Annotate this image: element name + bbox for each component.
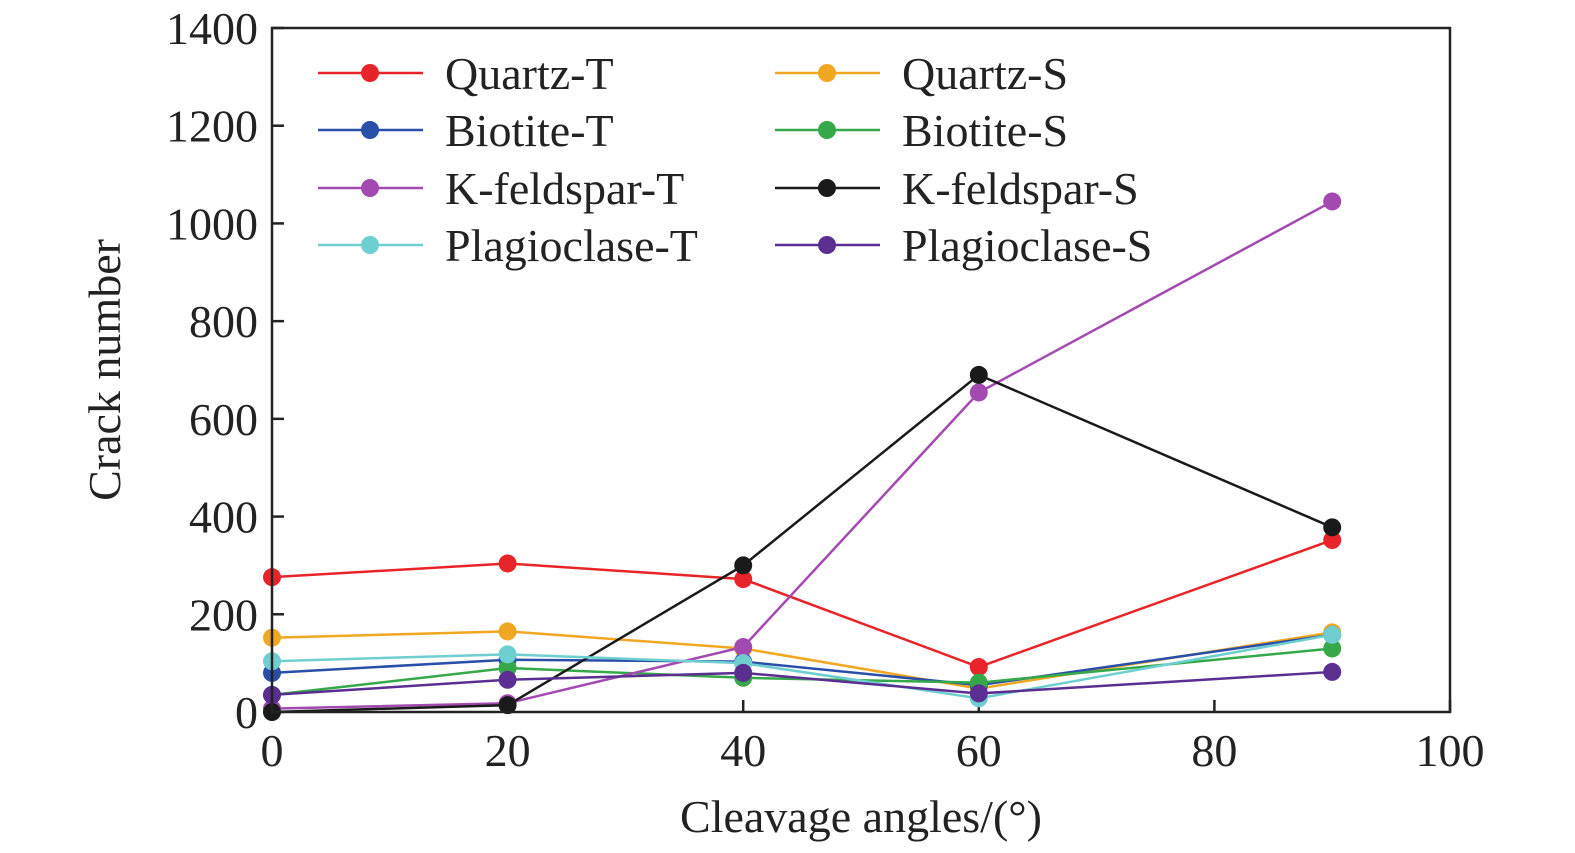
data-point-quartz-s: [498, 622, 517, 641]
series-plagioclase-s: [263, 662, 1342, 704]
data-point-k-feldspar-s: [734, 556, 753, 575]
legend-label: K-feldspar-S: [902, 163, 1139, 214]
data-point-k-feldspar-t: [1323, 192, 1342, 211]
legend-marker: [361, 121, 379, 139]
data-point-plagioclase-s: [498, 670, 517, 689]
data-point-k-feldspar-t: [969, 383, 988, 402]
legend-label: Quartz-S: [902, 48, 1068, 99]
legend-item: Biotite-S: [775, 105, 1068, 156]
x-tick-label: 20: [485, 725, 531, 776]
data-point-plagioclase-t: [1323, 625, 1342, 644]
legend-label: Plagioclase-S: [902, 220, 1152, 271]
legend-label: Plagioclase-T: [445, 220, 698, 271]
legend-item: K-feldspar-T: [318, 163, 684, 214]
x-tick-label: 0: [261, 725, 284, 776]
legend-item: Biotite-T: [318, 105, 614, 156]
legend-label: K-feldspar-T: [445, 163, 684, 214]
legend-item: Plagioclase-T: [318, 220, 698, 271]
legend-item: Quartz-S: [775, 48, 1068, 99]
series-k-feldspar-s: [263, 365, 1342, 721]
y-tick-label: 600: [189, 394, 258, 445]
legend-label: Quartz-T: [445, 48, 614, 99]
legend-marker: [818, 121, 836, 139]
data-point-k-feldspar-s: [1323, 518, 1342, 537]
data-point-plagioclase-s: [734, 663, 753, 682]
legend: Quartz-T Quartz-S Biotite-T Biotite-S K-feld…: [318, 48, 1152, 271]
data-point-quartz-t: [734, 570, 753, 589]
series-quartz-t: [263, 531, 1342, 677]
legend-marker: [361, 236, 379, 254]
x-axis-title: Cleavage angles/(°): [680, 791, 1042, 842]
legend-item: Plagioclase-S: [775, 220, 1152, 271]
data-point-quartz-t: [969, 658, 988, 677]
x-tick-label: 100: [1416, 725, 1485, 776]
legend-marker: [818, 179, 836, 197]
y-tick-label: 400: [189, 492, 258, 543]
series-k-feldspar-t: [263, 192, 1342, 718]
x-tick-label: 80: [1191, 725, 1237, 776]
data-point-biotite-s: [1323, 639, 1342, 658]
legend-marker: [361, 64, 379, 82]
plot-frame: [270, 26, 1452, 714]
data-point-quartz-t: [498, 554, 517, 573]
y-tick-label: 200: [189, 589, 258, 640]
y-tick-label: 1400: [166, 3, 258, 54]
legend-marker: [818, 236, 836, 254]
x-tick-label: 40: [720, 725, 766, 776]
y-tick-label: 0: [235, 687, 258, 738]
legend-label: Biotite-T: [445, 105, 614, 156]
x-tick-label: 60: [956, 725, 1002, 776]
legend-label: Biotite-S: [902, 105, 1068, 156]
y-tick-label: 1000: [166, 198, 258, 249]
legend-marker: [361, 179, 379, 197]
data-point-k-feldspar-t: [734, 638, 753, 657]
y-axis-title: Crack number: [79, 239, 130, 501]
data-point-plagioclase-s: [1323, 662, 1342, 681]
data-point-k-feldspar-s: [498, 696, 517, 715]
series-layer: [263, 192, 1342, 721]
data-point-plagioclase-s: [969, 684, 988, 703]
data-point-plagioclase-t: [498, 645, 517, 664]
data-point-quartz-t: [1323, 531, 1342, 550]
y-tick-label: 800: [189, 296, 258, 347]
series-line-quartz-t: [271, 538, 1333, 669]
series-line-plagioclase-s: [271, 670, 1333, 697]
legend-item: K-feldspar-S: [775, 163, 1139, 214]
legend-marker: [818, 64, 836, 82]
data-point-k-feldspar-s: [969, 365, 988, 384]
series-line-k-feldspar-s: [271, 373, 1333, 714]
y-tick-label: 1200: [166, 101, 258, 152]
legend-item: Quartz-T: [318, 48, 614, 99]
